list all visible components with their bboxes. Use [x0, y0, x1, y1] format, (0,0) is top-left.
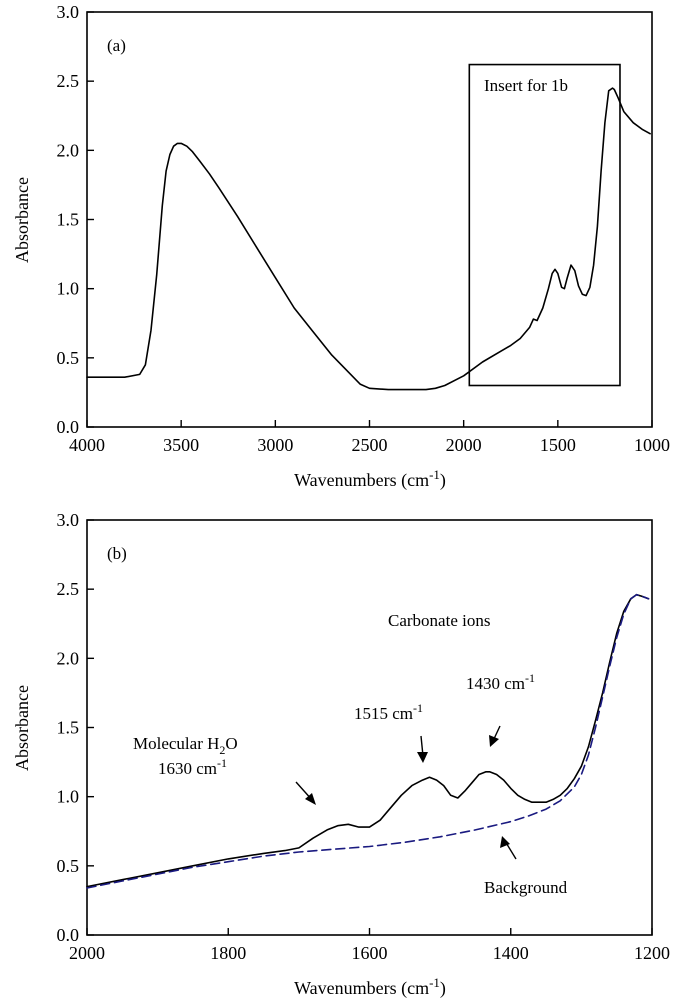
- panel-a: (a) 0.0 0.5 1.0 1.5 2.0 2.5 3.0 4000 3500 3000 25…: [12, 2, 670, 491]
- inset-box-label: Insert for 1b: [484, 76, 568, 95]
- y-tick-label: 3.0: [57, 2, 80, 22]
- panel-b-series: [86, 593, 650, 889]
- panel-a-y-ticks: 0.0 0.5 1.0 1.5 2.0 2.5 3.0: [57, 2, 94, 437]
- x-tick-label: 2000: [69, 943, 105, 963]
- panel-b-frame: [86, 519, 653, 936]
- panel-b-x-ticks: 2000 1800 1600 1400 1200: [69, 928, 670, 963]
- y-tick-label: 3.0: [57, 510, 80, 530]
- annotation-1515: 1515 cm-1: [354, 701, 423, 723]
- x-tick-label: 1800: [210, 943, 246, 963]
- x-tick-label: 2500: [352, 435, 388, 455]
- panel-b-y-ticks: 0.0 0.5 1.0 1.5 2.0 2.5 3.0: [57, 510, 94, 945]
- background-dashed-line: [86, 593, 650, 889]
- y-tick-label: 0.0: [57, 417, 80, 437]
- panel-a-x-ticks: 4000 3500 3000 2500 2000 1500 1000: [69, 420, 670, 455]
- x-tick-label: 1500: [540, 435, 576, 455]
- x-tick-label: 1200: [634, 943, 670, 963]
- annotation-1430: 1430 cm-1: [466, 671, 535, 693]
- x-tick-label: 1600: [352, 943, 388, 963]
- panel-a-label: (a): [107, 36, 126, 55]
- y-tick-label: 1.5: [57, 210, 80, 230]
- spectrum-line: [86, 593, 650, 888]
- y-tick-label: 2.5: [57, 579, 80, 599]
- x-tick-label: 4000: [69, 435, 105, 455]
- y-tick-label: 1.0: [57, 787, 80, 807]
- annotation-1630: 1630 cm-1: [158, 756, 227, 778]
- panel-b-y-axis-label: Absorbance: [12, 685, 32, 771]
- y-tick-label: 2.0: [57, 140, 80, 160]
- panel-a-y-axis-label: Absorbance: [12, 177, 32, 263]
- y-tick-label: 2.5: [57, 71, 80, 91]
- y-tick-label: 1.5: [57, 718, 80, 738]
- panel-a-x-axis-label: Wavenumbers (cm-1): [294, 467, 446, 491]
- x-tick-label: 3500: [163, 435, 199, 455]
- annotation-molecular-water: Molecular H2O: [133, 734, 238, 757]
- panel-a-frame: [86, 11, 653, 428]
- arrow-1630: [295, 781, 316, 805]
- panel-b-label: (b): [107, 544, 127, 563]
- panel-b: (b) 0.0 0.5 1.0 1.5 2.0 2.5 3.0 2000 1800 1600 14…: [12, 510, 670, 999]
- panel-a-series: [86, 87, 651, 391]
- arrow-background: [500, 836, 517, 860]
- annotation-carbonate-ions: Carbonate ions: [388, 611, 490, 630]
- y-tick-label: 1.0: [57, 279, 80, 299]
- arrow-1515: [417, 735, 428, 763]
- arrow-1430: [489, 725, 501, 747]
- x-tick-label: 3000: [257, 435, 293, 455]
- annotation-background: Background: [484, 878, 568, 897]
- y-tick-label: 0.5: [57, 348, 80, 368]
- x-tick-label: 1000: [634, 435, 670, 455]
- y-tick-label: 0.5: [57, 856, 80, 876]
- x-tick-label: 2000: [446, 435, 482, 455]
- y-tick-label: 0.0: [57, 925, 80, 945]
- y-tick-label: 2.0: [57, 648, 80, 668]
- panel-b-x-axis-label: Wavenumbers (cm-1): [294, 975, 446, 999]
- x-tick-label: 1400: [493, 943, 529, 963]
- spectrum-line: [86, 87, 651, 391]
- inset-box: [468, 63, 621, 387]
